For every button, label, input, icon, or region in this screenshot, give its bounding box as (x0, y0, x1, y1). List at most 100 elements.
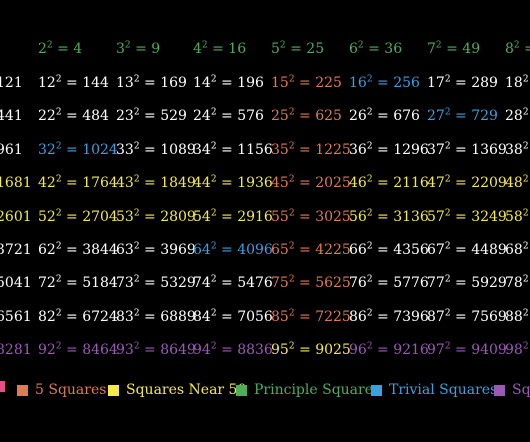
exponent: 2 (435, 40, 442, 51)
exponent: 2 (55, 241, 62, 252)
square-result: 8649 (160, 342, 196, 358)
exponent: 2 (288, 341, 295, 352)
square-cell: 732 = 5329 (116, 275, 196, 291)
exponent: 2 (366, 174, 373, 185)
exponent: 2 (444, 341, 451, 352)
equals-sign: = (61, 209, 83, 225)
exponent: 2 (444, 74, 451, 85)
square-cell: 8281 (0, 342, 32, 358)
equals-sign: = (294, 275, 316, 291)
square-base: 93 (116, 342, 134, 358)
square-base: 24 (193, 108, 211, 124)
exponent: 2 (210, 208, 217, 219)
square-result: 7396 (393, 309, 429, 325)
square-value: 8281 (0, 342, 32, 358)
equals-sign: = (207, 41, 229, 57)
square-cell: 272 = 729 (427, 108, 498, 124)
square-result: 576 (237, 108, 264, 124)
square-cell: 662 = 4356 (349, 242, 429, 258)
square-result: 5776 (393, 275, 429, 291)
square-cell: 642 = 4096 (193, 242, 273, 258)
square-base: 14 (193, 75, 211, 91)
square-result: 676 (393, 108, 420, 124)
equals-sign: = (61, 108, 83, 124)
square-cell: 762 = 5776 (349, 275, 429, 291)
square-result: 256 (393, 75, 420, 91)
legend-item-squares-near-50: Squares Near 50 (108, 381, 246, 399)
square-base: 3 (116, 41, 125, 57)
equals-sign: = (294, 175, 316, 191)
equals-sign: = (139, 342, 161, 358)
square-cell: 652 = 4225 (271, 242, 351, 258)
exponent: 2 (46, 40, 53, 51)
exponent: 2 (210, 74, 217, 85)
equals-sign: = (372, 242, 394, 258)
legend: 5 Squares Squares Near 50 Principle Squa… (0, 381, 530, 401)
equals-sign: = (294, 108, 316, 124)
square-cell: 522 = 2704 (38, 209, 118, 225)
equals-sign: = (294, 142, 316, 158)
square-base: 16 (349, 75, 367, 91)
equals-sign: = (139, 108, 161, 124)
square-result: 3249 (471, 209, 507, 225)
square-base: 38 (505, 142, 523, 158)
equals-sign: = (139, 242, 161, 258)
square-value: 2601 (0, 209, 32, 225)
square-base: 23 (116, 108, 134, 124)
exponent: 2 (210, 141, 217, 152)
equals-sign: = (216, 142, 238, 158)
square-cell: 822 = 6724 (38, 309, 118, 325)
legend-item-partial-right: Squ (494, 381, 530, 399)
square-result: 2025 (315, 175, 351, 191)
exponent: 2 (133, 141, 140, 152)
square-base: 42 (38, 175, 56, 191)
square-cell: 622 = 3844 (38, 242, 118, 258)
legend-swatch (371, 384, 382, 396)
square-cell: 5041 (0, 275, 32, 291)
square-cell: 22 = 4 (38, 41, 82, 57)
square-cell: 672 = 4489 (427, 242, 507, 258)
square-result: 5929 (471, 275, 507, 291)
exponent: 2 (133, 308, 140, 319)
square-base: 64 (193, 242, 211, 258)
square-base: 8 (505, 41, 514, 57)
square-cell: 262 = 676 (349, 108, 420, 124)
square-value: 961 (0, 142, 23, 158)
square-result: 4356 (393, 242, 429, 258)
equals-sign: = (450, 242, 472, 258)
equals-sign: = (216, 108, 238, 124)
exponent: 2 (288, 241, 295, 252)
equals-sign: = (372, 175, 394, 191)
square-base: 53 (116, 209, 134, 225)
square-cell: 72 = 49 (427, 41, 480, 57)
exponent: 2 (55, 308, 62, 319)
square-result: 2916 (237, 209, 273, 225)
equals-sign: = (450, 309, 472, 325)
equals-sign: = (372, 275, 394, 291)
square-result: 9 (151, 41, 161, 57)
square-cell: 882 = (505, 309, 530, 325)
square-cell: 572 = 3249 (427, 209, 507, 225)
square-base: 75 (271, 275, 289, 291)
exponent: 2 (201, 40, 208, 51)
equals-sign: = (139, 142, 161, 158)
square-result: 4225 (315, 242, 351, 258)
equals-sign: = (294, 209, 316, 225)
exponent: 2 (444, 274, 451, 285)
square-result: 5184 (82, 275, 118, 291)
square-base: 85 (271, 309, 289, 325)
square-base: 52 (38, 209, 56, 225)
equals-sign: = (61, 75, 83, 91)
square-cell: 332 = 1089 (116, 142, 196, 158)
square-base: 97 (427, 342, 445, 358)
square-base: 33 (116, 142, 134, 158)
legend-label: Trivial Squares (389, 382, 498, 398)
exponent: 2 (210, 274, 217, 285)
square-value: 441 (0, 108, 23, 124)
exponent: 2 (133, 208, 140, 219)
square-cell: 922 = 8464 (38, 342, 118, 358)
square-result: 7056 (237, 309, 273, 325)
square-cell: 352 = 1225 (271, 142, 351, 158)
square-result: 729 (471, 108, 498, 124)
